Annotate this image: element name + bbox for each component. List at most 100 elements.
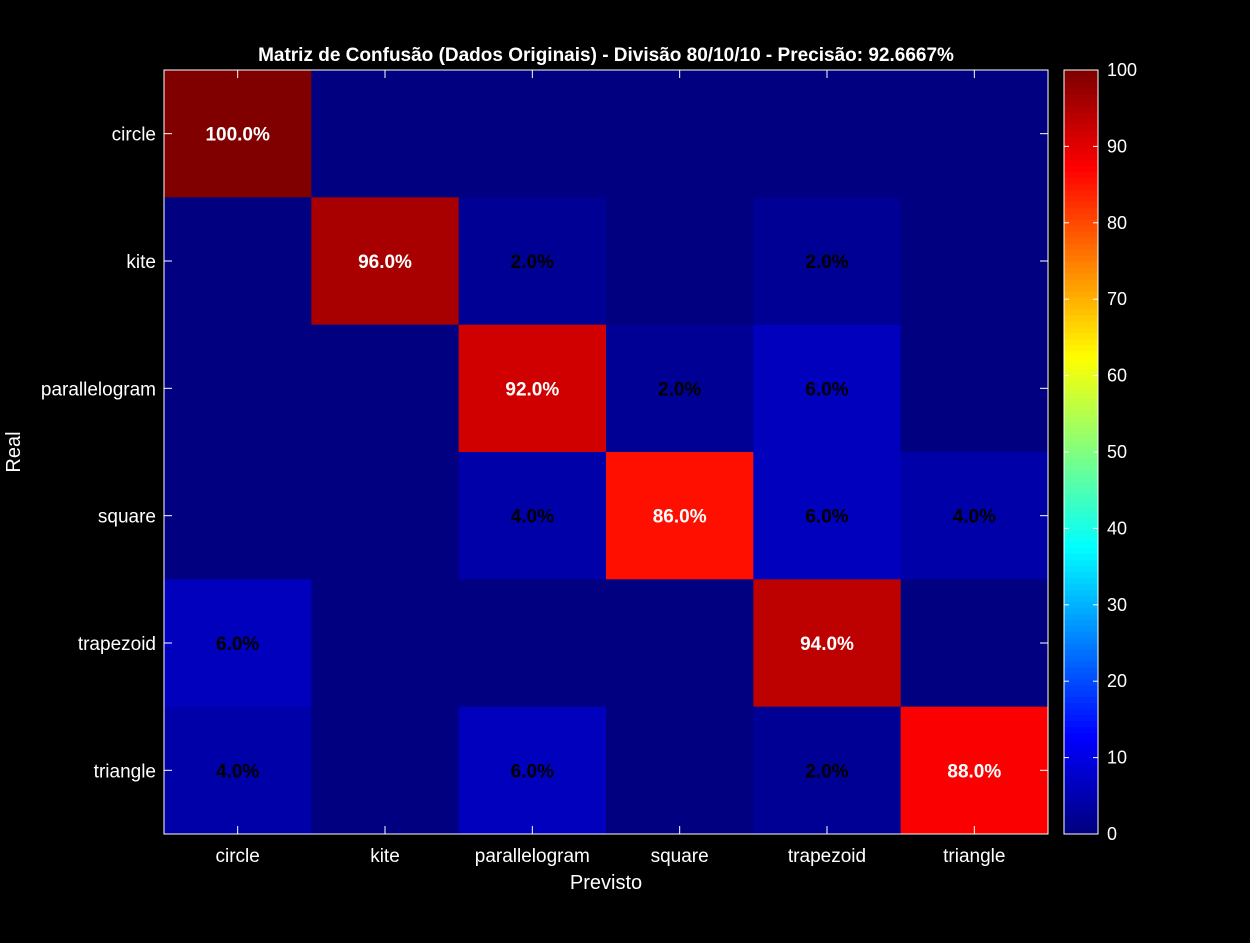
heatmap-cell-circle-trapezoid (753, 70, 902, 198)
colorbar-segment (1064, 726, 1098, 734)
heatmap-cell-circle-circle (164, 70, 312, 198)
heatmap-cell-kite-trapezoid (753, 197, 902, 326)
heatmap-cell-square-square (606, 452, 754, 580)
colorbar-tick-label: 10 (1107, 748, 1127, 768)
plot-frame (163, 69, 1049, 835)
cell-value-label: 94.0% (800, 634, 854, 655)
colorbar-segment (1064, 70, 1098, 77)
cell-value-label: 4.0% (953, 507, 996, 528)
heatmap-cell-parallelogram-circle (164, 324, 312, 453)
colorbar-segment (1064, 189, 1098, 196)
colorbar-segment (1064, 571, 1098, 578)
colorbar-segment (1064, 129, 1098, 137)
colorbar-segment (1064, 792, 1098, 799)
colorbar-segment (1064, 440, 1098, 447)
heatmap-cell-kite-parallelogram (458, 197, 607, 326)
heatmap-cell-square-kite (311, 452, 460, 580)
heatmap-cell-trapezoid-parallelogram (458, 579, 607, 708)
colorbar-tick-label: 0 (1107, 824, 1117, 844)
y-tick-label: parallelogram (41, 379, 156, 400)
colorbar-segment (1064, 660, 1098, 668)
colorbar-segment (1064, 111, 1098, 119)
y-tick-label: trapezoid (78, 634, 156, 655)
cell-value-label: 100.0% (205, 125, 270, 146)
colorbar-segment (1064, 553, 1098, 561)
heatmap-cell-square-trapezoid (753, 452, 902, 580)
cell-value-label: 2.0% (805, 761, 848, 782)
colorbar-segment (1064, 386, 1098, 393)
colorbar-segment (1064, 744, 1098, 752)
colorbar-segment (1064, 314, 1098, 322)
colorbar-segment (1064, 452, 1098, 459)
colorbar-segment (1064, 732, 1098, 740)
colorbar-segment (1064, 696, 1098, 704)
colorbar-segment (1064, 356, 1098, 364)
colorbar-segment (1064, 213, 1098, 220)
colorbar-segment (1064, 165, 1098, 173)
colorbar-segment (1064, 601, 1098, 608)
heatmap-cell-triangle-parallelogram (458, 706, 607, 835)
cell-value-label: 4.0% (216, 761, 259, 782)
heatmap-cell-triangle-kite (311, 706, 460, 835)
heatmap-cell-trapezoid-kite (311, 579, 460, 708)
colorbar-segment (1064, 338, 1098, 346)
colorbar-segment (1064, 714, 1098, 722)
heatmap-cell-circle-parallelogram (458, 70, 607, 198)
cell-value-label: 2.0% (511, 252, 554, 273)
colorbar-segment (1064, 362, 1098, 370)
colorbar-segment (1064, 786, 1098, 793)
colorbar-segment (1064, 147, 1098, 155)
colorbar-segment (1064, 643, 1098, 650)
colorbar-segment (1064, 177, 1098, 185)
heatmap-cell-kite-triangle (900, 197, 1049, 326)
colorbar-segment (1064, 255, 1098, 262)
colorbar-segment (1064, 320, 1098, 328)
cell-value-label: 6.0% (511, 761, 554, 782)
colorbar-segment (1064, 702, 1098, 710)
colorbar-segment (1064, 493, 1098, 501)
colorbar-segment (1064, 153, 1098, 161)
colorbar-tick-label: 30 (1107, 595, 1127, 615)
heatmap-cell-kite-square (606, 197, 754, 326)
colorbar-segment (1064, 666, 1098, 674)
colorbar-segment (1064, 416, 1098, 423)
cell-value-label: 4.0% (511, 507, 554, 528)
colorbar-segment (1064, 446, 1098, 453)
colorbar-tick-label: 100 (1107, 60, 1137, 80)
x-tick-label: circle (215, 846, 259, 867)
axes: circle kite parallelogram square trapezoid tr… (41, 69, 1049, 867)
colorbar-segment (1064, 428, 1098, 435)
cell-value-label: 92.0% (505, 379, 559, 400)
heatmap-cell-parallelogram-trapezoid (753, 324, 902, 453)
colorbar-segment (1064, 780, 1098, 787)
colorbar-segment (1064, 159, 1098, 167)
colorbar-segment (1064, 374, 1098, 381)
colorbar-segment (1064, 201, 1098, 208)
x-tick-label: triangle (943, 846, 1005, 867)
colorbar-segment (1064, 457, 1098, 465)
cell-value-label: 96.0% (358, 252, 412, 273)
colorbar-segment (1064, 487, 1098, 495)
colorbar-segment (1064, 308, 1098, 316)
heatmap-cell-trapezoid-square (606, 579, 754, 708)
colorbar-segment (1064, 637, 1098, 644)
colorbar-segment (1064, 804, 1098, 811)
cell-value-label: 6.0% (805, 379, 848, 400)
colorbar-segment (1064, 123, 1098, 131)
heatmap-cell-square-parallelogram (458, 452, 607, 580)
colorbar-segment (1064, 87, 1098, 95)
colorbar-segment (1064, 225, 1098, 232)
colorbar: 0 10 20 30 40 50 60 70 80 90 100 (1063, 60, 1137, 844)
colorbar-segment (1064, 392, 1098, 399)
colorbar-segment (1064, 684, 1098, 692)
colorbar-segment (1064, 535, 1098, 543)
colorbar-segment (1064, 613, 1098, 620)
chart-title: Matriz de Confusão (Dados Originais) - D… (258, 45, 954, 66)
colorbar-segment (1064, 631, 1098, 638)
colorbar-segment (1064, 720, 1098, 728)
colorbar-segment (1064, 672, 1098, 680)
colorbar-segment (1064, 296, 1098, 304)
colorbar-segment (1064, 607, 1098, 614)
